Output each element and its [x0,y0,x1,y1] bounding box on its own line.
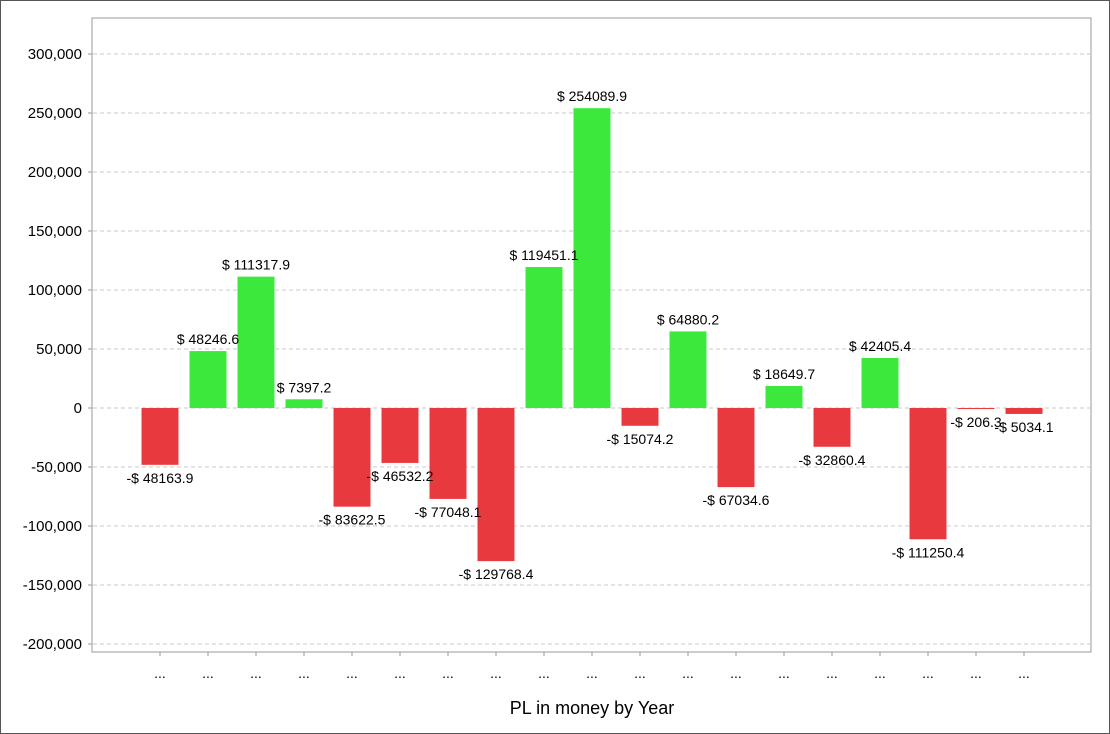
x-tick-label: ... [202,665,214,681]
x-tick-label: ... [154,665,166,681]
x-tick-label: ... [346,665,358,681]
bar-data-label: -$ 111250.4 [892,544,965,560]
bar-data-label: -$ 83622.5 [319,512,386,528]
bar [909,408,947,540]
bar-data-label: -$ 206.3 [950,414,1002,430]
bar-layer [141,108,1043,562]
y-tick-label: 250,000 [28,105,82,122]
bar [669,331,707,408]
y-tick-label: 0 [74,400,82,417]
bar-data-label: $ 254089.9 [557,88,627,104]
y-tick-label: 50,000 [36,341,82,358]
bar-data-label: -$ 15074.2 [607,431,674,447]
x-tick-label: ... [442,665,454,681]
x-tick-label: ... [826,665,838,681]
x-tick-label: ... [250,665,262,681]
bar-data-label: $ 42405.4 [849,338,911,354]
bar-data-label: -$ 77048.1 [415,504,482,520]
bar [477,408,515,562]
bar [573,108,611,408]
x-tick-label: ... [1018,665,1030,681]
bar [285,399,323,408]
x-tick-label: ... [586,665,598,681]
bar-data-label: -$ 67034.6 [703,492,770,508]
bar [429,408,467,499]
x-tick-label: ... [874,665,886,681]
x-tick-label: ... [922,665,934,681]
bar [621,408,659,426]
bar-data-label: $ 111317.9 [222,257,290,273]
y-tick-label: -150,000 [23,577,82,594]
bar-data-label: -$ 5034.1 [994,419,1053,435]
y-tick-label: 300,000 [28,46,82,63]
bar [525,267,563,408]
bar-data-label: -$ 129768.4 [459,566,534,582]
bar [237,276,275,408]
x-tick-label: ... [970,665,982,681]
bar-data-label: $ 18649.7 [753,366,815,382]
axis-layer: 300,000 250,000 200,000 150,000 100,000 50,00… [23,17,1092,681]
y-tick-label: -200,000 [23,636,82,653]
y-tick-label: 200,000 [28,164,82,181]
bar [861,357,899,408]
x-tick-label: ... [394,665,406,681]
bar [141,408,179,465]
y-tick-label: 150,000 [28,223,82,240]
bar [957,408,995,409]
bar-data-label: $ 119451.1 [509,247,578,263]
bar-data-label: -$ 46532.2 [367,468,434,484]
bar-data-label: -$ 32860.4 [799,452,866,468]
x-tick-label: ... [778,665,790,681]
y-tick-label: -100,000 [23,518,82,535]
bar [333,408,371,507]
x-tick-label: ... [634,665,646,681]
bar [189,351,227,408]
x-tick-label: ... [490,665,502,681]
bar-data-label: $ 7397.2 [277,379,332,395]
bar [813,408,851,447]
x-tick-label: ... [298,665,310,681]
y-tick-label: -50,000 [31,459,82,476]
bar-data-label: $ 64880.2 [657,311,719,327]
x-tick-label: ... [538,665,550,681]
x-axis-title: PL in money by Year [510,698,674,718]
x-tick-label: ... [682,665,694,681]
bar-data-label: $ 48246.6 [177,331,239,347]
label-layer: -$ 48163.9 $ 48246.6 $ 111317.9 $ 7397.2 -$ … [127,88,1054,582]
bar [765,385,803,408]
bar [381,408,419,463]
x-tick-label: ... [730,665,742,681]
y-tick-label: 100,000 [28,282,82,299]
bar-data-label: -$ 48163.9 [127,470,194,486]
bar [1005,408,1043,414]
bar [717,408,755,488]
